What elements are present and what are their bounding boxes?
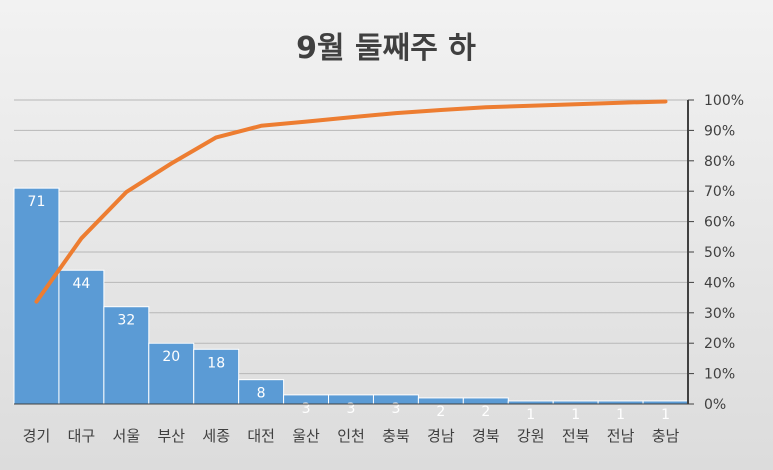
bar-data-label: 1	[616, 407, 625, 423]
category-label: 경북	[472, 427, 500, 445]
right-axis-tick-label: 60%	[704, 215, 735, 231]
chart-title: 9월 둘째주 하	[296, 31, 476, 66]
category-label: 충북	[382, 427, 410, 445]
bar-data-label: 3	[347, 401, 356, 417]
right-axis-tick-label: 30%	[704, 306, 735, 322]
bar-data-label: 8	[257, 386, 266, 402]
bar-data-label: 2	[436, 404, 445, 420]
bar	[13, 187, 60, 405]
bar-data-label: 44	[72, 276, 90, 292]
category-label: 전남	[607, 427, 635, 445]
axes: 0% 10% 20% 30% 40% 50% 60% 70% 80% 90% 100% 경기 대구 서울 부…	[14, 93, 744, 445]
bar-series	[13, 187, 689, 405]
bar	[193, 348, 240, 405]
bar-data-label: 20	[162, 349, 180, 365]
right-axis-tick-label: 50%	[704, 245, 735, 261]
cumulative-line-series	[34, 99, 668, 304]
bar-data-label: 1	[661, 407, 670, 423]
bar-data-label: 32	[117, 313, 135, 329]
right-axis-tick-label: 40%	[704, 275, 735, 291]
category-label: 경기	[23, 427, 51, 445]
bar-data-label: 1	[571, 407, 580, 423]
bar-data-label: 3	[302, 401, 311, 417]
category-label: 전북	[562, 427, 590, 445]
right-axis-tick-label: 70%	[704, 184, 735, 200]
bar-data-label: 18	[207, 355, 225, 371]
bar	[238, 379, 285, 405]
category-label: 울산	[292, 427, 320, 445]
right-axis-tick-label: 90%	[704, 123, 735, 139]
bar-data-label: 2	[481, 404, 490, 420]
category-label: 대구	[68, 427, 96, 445]
bar-data-label: 3	[391, 401, 400, 417]
category-label: 경남	[427, 427, 455, 445]
right-axis-tick-label: 80%	[704, 154, 735, 170]
category-label: 인천	[337, 427, 365, 445]
category-label: 대전	[247, 427, 275, 445]
category-label: 충남	[652, 427, 680, 445]
bar-data-label: 71	[28, 194, 46, 210]
right-axis-tick-label: 100%	[704, 93, 744, 109]
right-axis-tick-label: 0%	[704, 397, 726, 413]
category-label: 세종	[202, 427, 230, 445]
bar	[103, 306, 150, 405]
right-axis-tick-label: 10%	[704, 367, 735, 383]
category-label: 부산	[157, 427, 185, 445]
category-label: 서울	[113, 427, 141, 445]
cumulative-percent-line	[34, 99, 668, 304]
category-label: 강원	[517, 427, 545, 445]
right-axis-tick-label: 20%	[704, 336, 735, 352]
bar-data-label: 1	[526, 407, 535, 423]
